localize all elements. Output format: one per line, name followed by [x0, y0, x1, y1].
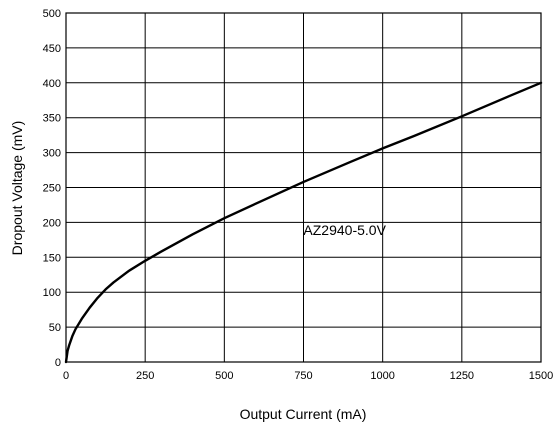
- y-tick-label: 500: [43, 8, 61, 20]
- plot-frame: [65, 12, 542, 363]
- y-tick-label: 100: [43, 287, 61, 299]
- y-tick-label: 200: [43, 217, 61, 229]
- y-tick-label: 400: [43, 78, 61, 90]
- annotations: AZ2940-5.0V: [303, 222, 386, 238]
- series-annotation: AZ2940-5.0V: [303, 222, 386, 238]
- x-tick-label: 1250: [450, 370, 474, 382]
- y-tick-label: 150: [43, 252, 61, 264]
- x-tick-label: 500: [215, 370, 233, 382]
- tick-labels: 0 250 500 750 1000 1250 1500 0 50 100 150 200 250 300…: [43, 8, 554, 382]
- y-tick-label: 300: [43, 148, 61, 160]
- grid-lines: [66, 13, 541, 362]
- x-tick-label: 1500: [529, 370, 553, 382]
- y-tick-label: 450: [43, 43, 61, 55]
- x-tick-label: 750: [294, 370, 312, 382]
- y-tick-label: 50: [49, 322, 61, 334]
- x-tick-label: 250: [136, 370, 154, 382]
- x-tick-label: 1000: [370, 370, 394, 382]
- x-axis-title: Output Current (mA): [240, 406, 367, 422]
- series-line: [64, 81, 543, 364]
- y-tick-label: 350: [43, 113, 61, 125]
- y-tick-label: 0: [55, 357, 61, 369]
- y-tick-label: 250: [43, 183, 61, 195]
- y-axis-title: Dropout Voltage (mV): [9, 121, 25, 256]
- x-tick-label: 0: [63, 370, 69, 382]
